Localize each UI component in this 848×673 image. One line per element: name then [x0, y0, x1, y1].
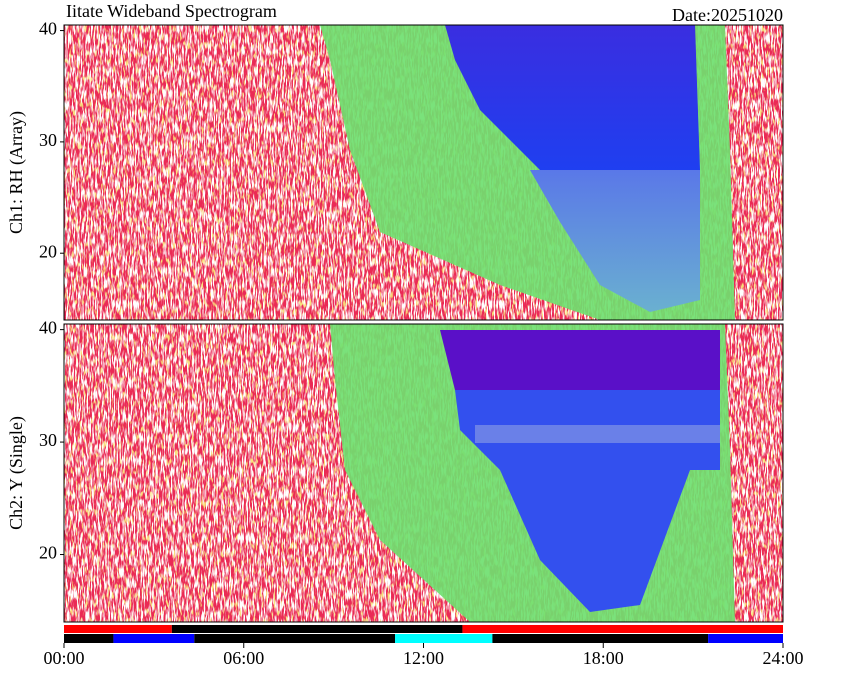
status-segment: [708, 634, 783, 643]
status-segment: [64, 634, 114, 643]
y-tick-label: 40: [39, 19, 57, 39]
y-axis-label: Ch1: RH (Array): [6, 111, 27, 234]
status-segment: [492, 634, 709, 643]
y-tick-label: 40: [39, 318, 57, 338]
panel-frame: [63, 323, 784, 623]
y-tick-label: 20: [39, 241, 57, 261]
y-tick-label: 30: [39, 130, 57, 150]
status-segment: [171, 625, 463, 633]
spectrogram-panel-1: [64, 25, 783, 320]
y-axis-label: Ch2: Y (Single): [6, 416, 27, 530]
x-tick-label: 18:00: [583, 648, 624, 668]
y-tick-label: 20: [39, 543, 57, 563]
panel-frame: [63, 24, 784, 321]
status-segment: [64, 625, 172, 633]
status-segment: [113, 634, 195, 643]
spectrogram-panel-2: [64, 324, 783, 622]
status-segment: [462, 625, 783, 633]
date-label: Date:20251020: [672, 5, 783, 25]
chart-title: Iitate Wideband Spectrogram: [66, 1, 277, 21]
status-segment: [194, 634, 396, 643]
status-segment: [395, 634, 493, 643]
x-tick-label: 00:00: [43, 648, 84, 668]
x-tick-label: 12:00: [403, 648, 444, 668]
x-tick-label: 06:00: [223, 648, 264, 668]
y-tick-label: 30: [39, 430, 57, 450]
x-tick-label: 24:00: [762, 648, 803, 668]
